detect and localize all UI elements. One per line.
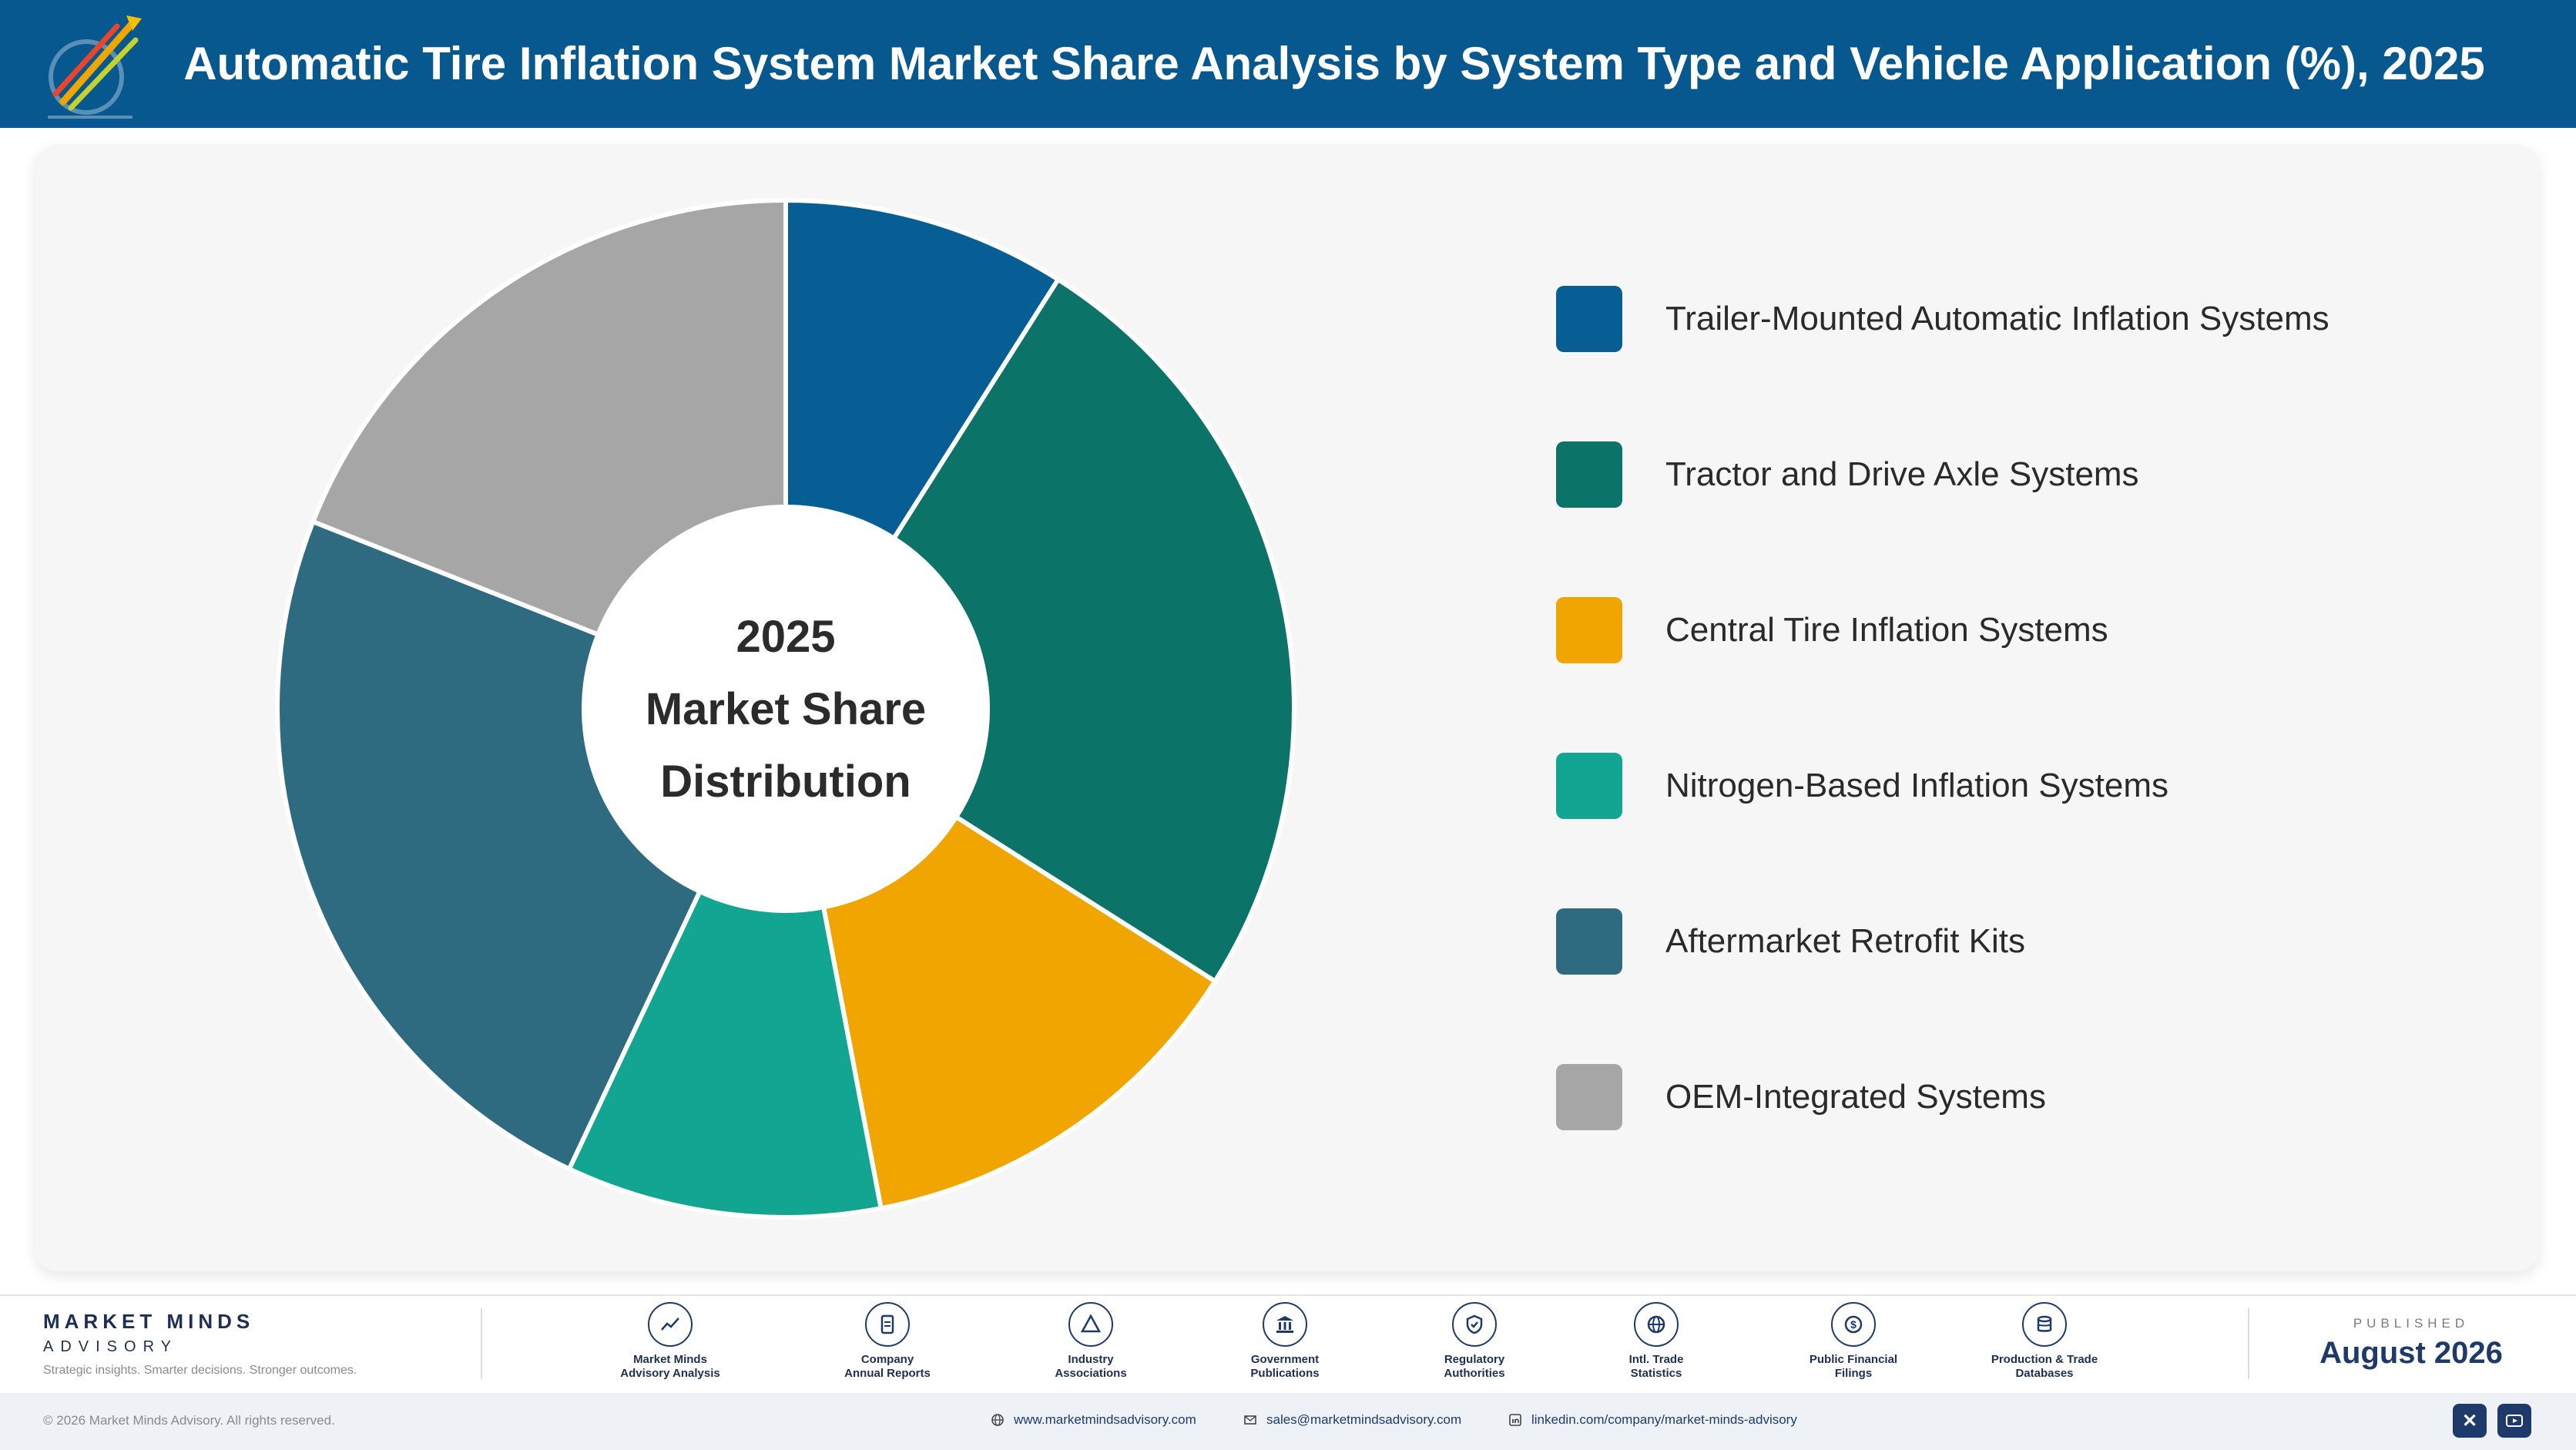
copyright-text: © 2026 Market Minds Advisory. All rights… xyxy=(43,1413,335,1428)
legend-item: Tractor and Drive Axle Systems xyxy=(1556,441,2480,509)
legend-swatch xyxy=(1556,286,1622,352)
footer-separator xyxy=(481,1308,482,1379)
source-item: Intl. Trade Statistics xyxy=(1579,1302,1733,1381)
source-item: Government Publications xyxy=(1208,1302,1362,1381)
website-link[interactable]: www.marketmindsadvisory.com xyxy=(989,1411,1196,1428)
legend-item: Central Tire Inflation Systems xyxy=(1556,596,2480,664)
database-icon xyxy=(2022,1302,2067,1347)
mail-icon xyxy=(1242,1411,1259,1428)
legend-label: Aftermarket Retrofit Kits xyxy=(1665,922,2026,960)
source-label: Industry Associations xyxy=(1055,1353,1127,1380)
government-building-icon xyxy=(1263,1302,1307,1347)
youtube-social-icon[interactable] xyxy=(2497,1404,2531,1438)
trend-chart-icon xyxy=(648,1302,693,1347)
source-label: Regulatory Authorities xyxy=(1444,1353,1505,1380)
brand-name: MARKET MINDS xyxy=(43,1310,255,1333)
linkedin-link[interactable]: linkedin.com/company/market-minds-adviso… xyxy=(1507,1411,1797,1428)
source-label: Market Minds Advisory Analysis xyxy=(620,1353,720,1380)
x-social-icon[interactable]: ✕ xyxy=(2453,1404,2487,1438)
globe-icon xyxy=(989,1411,1006,1428)
published-label: PUBLISHED xyxy=(2353,1316,2470,1331)
legend-item: Aftermarket Retrofit Kits xyxy=(1556,908,2480,975)
footer-brand: MARKET MINDS ADVISORY Strategic insights… xyxy=(43,1310,357,1378)
legend-label: Central Tire Inflation Systems xyxy=(1665,611,2108,649)
legend-label: Nitrogen-Based Inflation Systems xyxy=(1665,767,2168,804)
linkedin-text[interactable]: linkedin.com/company/market-minds-adviso… xyxy=(1531,1412,1797,1427)
bottom-bar xyxy=(0,1393,2576,1450)
source-item: Market Minds Advisory Analysis xyxy=(593,1302,747,1381)
source-label: Production & Trade Databases xyxy=(1991,1353,2098,1380)
legend-swatch xyxy=(1556,441,1622,508)
legend-swatch xyxy=(1556,597,1622,663)
legend-label: Tractor and Drive Axle Systems xyxy=(1665,455,2139,493)
legend-swatch xyxy=(1556,1064,1622,1130)
dollar-coin-icon: $ xyxy=(1831,1302,1876,1347)
svg-text:$: $ xyxy=(1850,1318,1857,1331)
legend-swatch xyxy=(1556,753,1622,819)
network-icon xyxy=(1068,1302,1113,1347)
document-icon xyxy=(865,1302,910,1347)
published-date: August 2026 xyxy=(2319,1336,2503,1370)
email-link[interactable]: sales@marketmindsadvisory.com xyxy=(1242,1411,1461,1428)
source-item: $ Public Financial Filings xyxy=(1776,1302,1930,1381)
published-block: PUBLISHED August 2026 xyxy=(2272,1316,2550,1371)
legend-swatch xyxy=(1556,908,1622,975)
company-logo-icon xyxy=(48,15,142,119)
email-text[interactable]: sales@marketmindsadvisory.com xyxy=(1266,1412,1462,1427)
linkedin-icon xyxy=(1507,1411,1524,1428)
header-bar: Automatic Tire Inflation System Market S… xyxy=(0,0,2576,128)
source-list: Market Minds Advisory Analysis Company A… xyxy=(539,1302,2157,1387)
footer-separator xyxy=(2248,1308,2249,1379)
donut-hole xyxy=(584,507,988,911)
footer-divider xyxy=(0,1294,2576,1296)
center-label-line-3: Distribution xyxy=(660,757,911,807)
globe-icon xyxy=(1634,1302,1679,1347)
legend-label: OEM-Integrated Systems xyxy=(1665,1078,2046,1116)
shield-check-icon xyxy=(1452,1302,1497,1347)
center-label-year: 2025 xyxy=(736,612,836,662)
legend-item: OEM-Integrated Systems xyxy=(1556,1063,2480,1131)
source-item: Company Annual Reports xyxy=(810,1302,964,1381)
donut-center-label: 2025 Market Share Distribution xyxy=(585,601,986,818)
legend-item: Trailer-Mounted Automatic Inflation Syst… xyxy=(1556,285,2480,353)
brand-tagline: Strategic insights. Smarter decisions. S… xyxy=(43,1364,357,1377)
source-item: Regulatory Authorities xyxy=(1397,1302,1551,1381)
source-label: Public Financial Filings xyxy=(1809,1353,1898,1380)
brand-subtitle: ADVISORY xyxy=(43,1338,178,1355)
page-title: Automatic Tire Inflation System Market S… xyxy=(183,38,2485,89)
center-label-line-2: Market Share xyxy=(645,684,927,734)
legend-item: Nitrogen-Based Inflation Systems xyxy=(1556,752,2480,820)
source-item: Production & Trade Databases xyxy=(1967,1302,2122,1381)
source-item: Industry Associations xyxy=(1014,1302,1168,1381)
source-label: Company Annual Reports xyxy=(844,1353,931,1380)
legend-label: Trailer-Mounted Automatic Inflation Syst… xyxy=(1665,300,2329,337)
website-text[interactable]: www.marketmindsadvisory.com xyxy=(1014,1412,1196,1427)
source-label: Government Publications xyxy=(1250,1353,1320,1380)
source-label: Intl. Trade Statistics xyxy=(1628,1353,1684,1380)
